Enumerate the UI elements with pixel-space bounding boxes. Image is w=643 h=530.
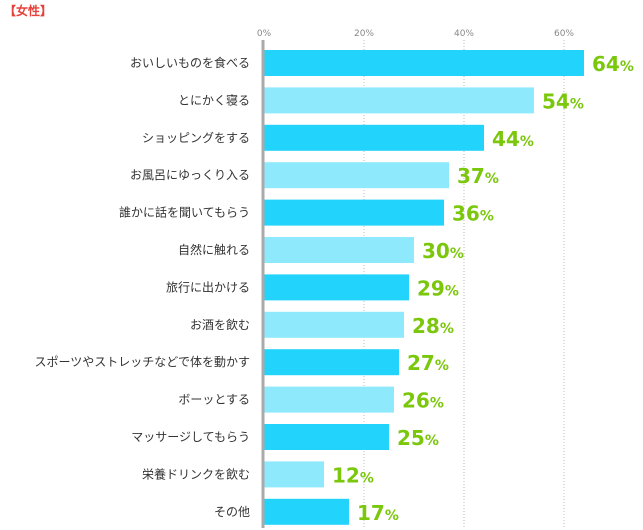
- category-label: ショッピングをする: [142, 131, 250, 145]
- value-label: 12%: [332, 463, 374, 487]
- category-label: ボーッとする: [178, 393, 250, 407]
- value-number: 36: [452, 202, 480, 226]
- bar: [264, 162, 449, 189]
- value-unit: %: [440, 321, 454, 337]
- bar: [264, 386, 394, 413]
- value-label: 17%: [357, 501, 399, 525]
- value-unit: %: [620, 59, 634, 75]
- category-label: マッサージしてもらう: [131, 430, 250, 444]
- value-unit: %: [385, 508, 399, 524]
- category-label: 旅行に出かける: [166, 280, 250, 294]
- value-label: 28%: [412, 314, 454, 338]
- category-label: お風呂にゆっくり入る: [130, 168, 250, 182]
- value-unit: %: [360, 470, 374, 486]
- bar: [264, 311, 404, 338]
- tick-label: 0%: [257, 29, 272, 39]
- value-label: 29%: [417, 276, 459, 300]
- value-number: 37: [457, 164, 485, 188]
- bar: [264, 349, 399, 376]
- value-label: 27%: [407, 351, 449, 375]
- category-label: 誰かに話を聞いてもらう: [119, 205, 250, 220]
- value-label: 64%: [592, 52, 634, 76]
- value-number: 54: [542, 89, 570, 113]
- category-label: スポーツやストレッチなどで体を動かす: [34, 355, 250, 369]
- bar: [264, 87, 534, 114]
- category-label: とにかく寝る: [178, 92, 250, 107]
- value-label: 36%: [452, 202, 494, 226]
- value-unit: %: [445, 283, 459, 299]
- value-unit: %: [520, 134, 534, 150]
- category-label: お酒を飲む: [190, 317, 250, 332]
- value-number: 25: [397, 426, 425, 450]
- value-unit: %: [435, 358, 449, 374]
- value-label: 30%: [422, 239, 464, 263]
- value-number: 28: [412, 314, 440, 338]
- bar: [264, 237, 414, 263]
- value-unit: %: [480, 209, 494, 225]
- value-unit: %: [485, 171, 499, 187]
- tick-label: 60%: [554, 29, 574, 39]
- value-labels: 64%54%44%37%36%30%29%28%27%26%25%12%17%: [332, 52, 634, 525]
- bar: [264, 498, 349, 525]
- bar: [264, 461, 324, 488]
- bars: [264, 50, 584, 525]
- x-axis-ticks: 0% 20% 40% 60%: [257, 29, 575, 39]
- category-label: 自然に触れる: [178, 242, 250, 257]
- value-unit: %: [450, 246, 464, 262]
- value-number: 44: [492, 127, 520, 151]
- value-unit: %: [425, 433, 439, 449]
- value-number: 17: [357, 501, 385, 525]
- value-unit: %: [570, 96, 584, 112]
- value-label: 54%: [542, 89, 584, 113]
- bar: [264, 124, 484, 151]
- value-number: 64: [592, 52, 620, 76]
- value-number: 29: [417, 276, 445, 300]
- tick-label: 40%: [454, 29, 474, 39]
- category-labels: おいしいものを食べるとにかく寝るショッピングをするお風呂にゆっくり入る誰かに話を…: [34, 55, 250, 519]
- value-label: 26%: [402, 389, 444, 413]
- chart-title: 【女性】: [4, 4, 53, 18]
- value-number: 12: [332, 463, 360, 487]
- bar: [264, 274, 409, 301]
- value-label: 25%: [397, 426, 439, 450]
- category-label: 栄養ドリンクを飲む: [142, 466, 250, 481]
- category-label: その他: [214, 505, 250, 519]
- tick-label: 20%: [354, 29, 374, 39]
- value-unit: %: [430, 396, 444, 412]
- category-label: おいしいものを食べる: [130, 55, 250, 70]
- value-label: 37%: [457, 164, 499, 188]
- value-number: 26: [402, 389, 430, 413]
- value-label: 44%: [492, 127, 534, 151]
- value-number: 30: [422, 239, 450, 263]
- bar: [264, 424, 389, 450]
- value-number: 27: [407, 351, 435, 375]
- bar: [264, 199, 444, 226]
- bar: [264, 50, 584, 76]
